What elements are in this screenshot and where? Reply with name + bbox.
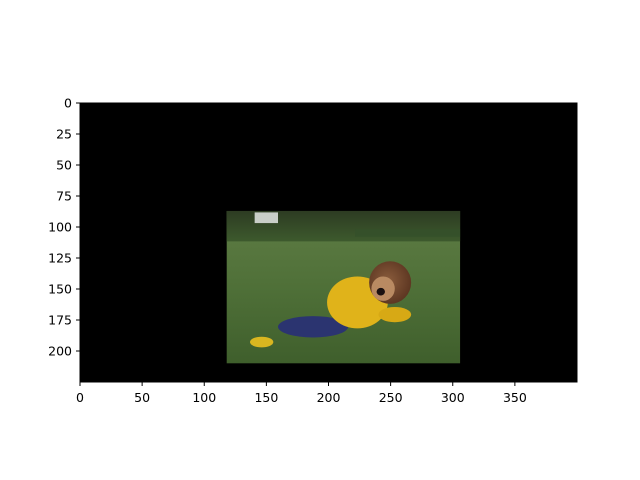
photo-shadow-band [355,229,461,237]
x-tick-label: 100 [192,390,216,405]
x-tick-label: 350 [503,390,527,405]
character-shoe [249,336,274,348]
y-tick-label: 75 [56,189,72,204]
y-tick-label: 125 [48,251,72,266]
y-tick-label: 50 [56,158,72,173]
y-tick-label: 200 [48,344,72,359]
x-tick-label: 150 [254,390,278,405]
x-axis: 0 50 100 150 200 250 300 350 [76,382,527,405]
y-tick-label: 25 [56,127,72,142]
x-tick-label: 0 [76,390,84,405]
y-tick-label: 175 [48,313,72,328]
x-tick-label: 200 [317,390,341,405]
character-pants [278,316,349,338]
y-tick-label: 150 [48,282,72,297]
x-tick-label: 300 [441,390,465,405]
photo-distant-building [254,212,279,224]
character-nose [376,287,385,296]
photo [226,210,461,364]
x-tick-label: 50 [134,390,150,405]
y-tick-label: 100 [48,220,72,235]
y-axis: 0 25 50 75 100 125 150 175 200 [48,96,80,359]
x-tick-label: 250 [379,390,403,405]
character-arm [378,306,412,323]
y-tick-label: 0 [64,96,72,111]
